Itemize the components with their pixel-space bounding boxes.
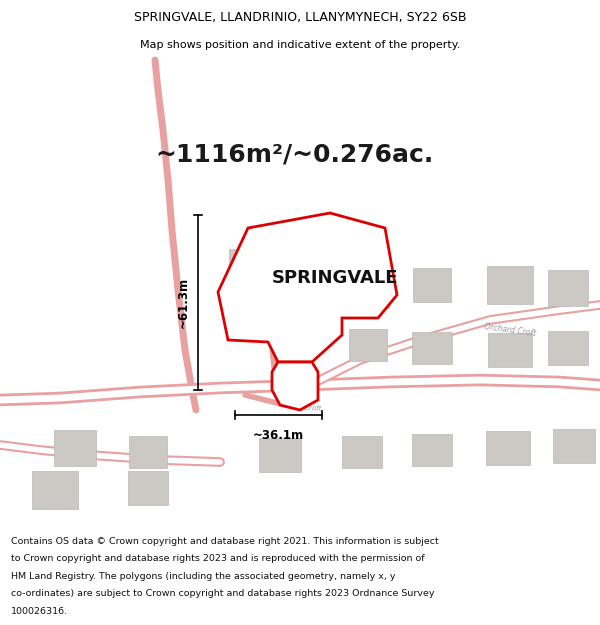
Text: ~61.3m: ~61.3m — [177, 277, 190, 328]
Text: HM Land Registry. The polygons (including the associated geometry, namely x, y: HM Land Registry. The polygons (includin… — [11, 572, 395, 581]
Bar — [486, 431, 530, 465]
Polygon shape — [272, 362, 318, 410]
Bar — [229, 249, 281, 291]
Text: ~36.1m: ~36.1m — [253, 429, 304, 442]
Bar — [548, 270, 588, 306]
Bar — [553, 429, 595, 463]
Bar — [412, 434, 452, 466]
Bar — [487, 266, 533, 304]
Text: to Crown copyright and database rights 2023 and is reproduced with the permissio: to Crown copyright and database rights 2… — [11, 554, 424, 563]
Text: Map shows position and indicative extent of the property.: Map shows position and indicative extent… — [140, 39, 460, 49]
Bar — [413, 268, 451, 302]
Text: 100026316.: 100026316. — [11, 607, 68, 616]
Bar — [32, 471, 78, 509]
Text: SPRINGVALE, LLANDRINIO, LLANYMYNECH, SY22 6SB: SPRINGVALE, LLANDRINIO, LLANYMYNECH, SY2… — [134, 11, 466, 24]
Text: SPRINGVALE: SPRINGVALE — [272, 269, 398, 287]
Bar — [548, 331, 588, 365]
Text: Ord Croft: Ord Croft — [289, 404, 322, 412]
Bar — [488, 333, 532, 367]
Bar — [129, 436, 167, 468]
Bar — [349, 329, 387, 361]
Text: Orchard Croft: Orchard Croft — [484, 322, 536, 338]
Polygon shape — [218, 213, 397, 362]
Text: Contains OS data © Crown copyright and database right 2021. This information is : Contains OS data © Crown copyright and d… — [11, 537, 439, 546]
Bar — [54, 430, 96, 466]
Bar — [128, 471, 168, 505]
Bar — [412, 332, 452, 364]
Bar — [259, 438, 301, 472]
Bar — [347, 272, 389, 308]
Text: ~1116m²/~0.276ac.: ~1116m²/~0.276ac. — [156, 143, 434, 167]
Bar — [342, 436, 382, 468]
Text: co-ordinates) are subject to Crown copyright and database rights 2023 Ordnance S: co-ordinates) are subject to Crown copyr… — [11, 589, 434, 598]
